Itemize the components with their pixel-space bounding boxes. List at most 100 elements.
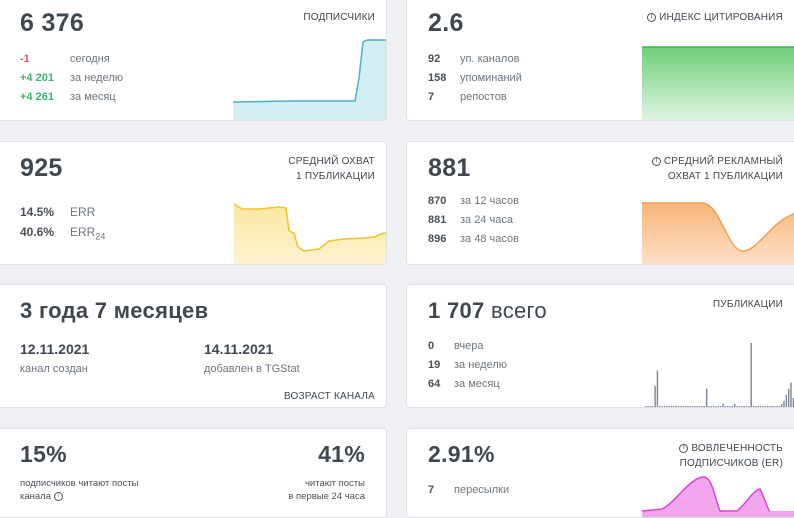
publications-bar <box>689 406 691 407</box>
publications-bar <box>766 406 769 407</box>
publications-bar <box>729 406 731 407</box>
publications-bar <box>710 406 713 407</box>
info-icon[interactable]: i <box>53 491 63 501</box>
info-icon[interactable]: i <box>651 156 661 166</box>
subscribers-week-label: за неделю <box>70 72 124 84</box>
publications-bar <box>659 406 661 407</box>
publications-bar <box>785 394 788 407</box>
read-share-right-value: 41% <box>318 441 365 467</box>
publications-bar <box>792 397 794 407</box>
publications-bar <box>752 406 755 407</box>
channel-age-card[interactable]: 3 года 7 месяцев 12.11.2021 канал создан… <box>0 284 387 408</box>
publications-bar <box>759 406 762 407</box>
read-share-left-value: 15% <box>20 441 67 467</box>
stat-row: +4 201 за неделю <box>20 69 123 88</box>
subscribers-card[interactable]: 6 376 ПОДПИСЧИКИ -1 сегодня +4 201 за неде… <box>0 0 387 121</box>
citation-reposts-value: 7 <box>428 91 435 103</box>
subscribers-chart-line <box>233 39 386 103</box>
created-date: 12.11.2021 <box>20 341 90 357</box>
publications-card[interactable]: 1 707 всего ПУБЛИКАЦИИ 0 вчера 19 за недел… <box>406 284 794 408</box>
subscribers-month-label: за месяц <box>70 91 116 103</box>
stat-row: 40.6% ERR24 <box>20 223 105 246</box>
publications-bar <box>724 406 727 407</box>
citation-card[interactable]: 2.6 i ИНДЕКС ЦИТИРОВАНИЯ 92 уп. каналов 15… <box>406 0 794 121</box>
avg-reach-chart-area <box>234 204 386 264</box>
publications-bar <box>780 403 783 407</box>
publications-bar <box>670 406 673 407</box>
err-value: 14.5% <box>20 205 55 219</box>
publications-bar <box>769 406 771 407</box>
publications-chart <box>645 343 794 407</box>
publications-month-label: за месяц <box>454 378 500 390</box>
ad-reach-48h-label: за 48 часов <box>460 233 519 245</box>
ad-reach-label-line1: СРЕДНИЙ РЕКЛАМНЫЙ <box>663 156 783 167</box>
publications-bar <box>661 406 663 407</box>
publications-bar <box>673 406 675 407</box>
info-icon[interactable]: i <box>647 12 657 22</box>
citation-chart-area <box>642 47 794 120</box>
publications-bar <box>680 406 682 407</box>
err24-subscript: 24 <box>95 231 106 242</box>
read-share-left-line2: канала <box>20 491 52 502</box>
publications-bar <box>755 406 757 407</box>
publications-bar <box>645 406 647 407</box>
publications-bar <box>696 406 698 407</box>
engagement-forwards-value: 7 <box>428 484 435 496</box>
publications-bar <box>738 406 741 407</box>
engagement-card[interactable]: 2.91% i ВОВЛЕЧЕННОСТЬ ПОДПИСЧИКОВ (ER) 7 п… <box>406 428 794 518</box>
stat-row: 0 вчера <box>428 337 483 356</box>
engagement-forwards-label: пересылки <box>454 484 510 496</box>
publications-bar <box>778 406 780 407</box>
stat-row: 7 пересылки <box>428 481 509 500</box>
publications-bar <box>705 388 708 407</box>
publications-suffix: всего <box>490 298 547 323</box>
info-icon[interactable]: i <box>679 443 689 453</box>
added-label: добавлен в TGStat <box>204 363 300 375</box>
publications-bar <box>717 406 720 407</box>
added-date: 14.11.2021 <box>204 341 274 357</box>
publications-bar <box>734 403 736 407</box>
publications-bar <box>652 406 654 407</box>
subscribers-today-value: -1 <box>20 53 30 65</box>
stat-row: 19 за неделю <box>428 356 507 375</box>
ad-reach-card[interactable]: 881 i СРЕДНИЙ РЕКЛАМНЫЙ ОХВАТ 1 ПУБЛИКАЦИ… <box>406 141 794 265</box>
read-share-right-line1: читают посты <box>304 478 365 489</box>
publications-bar <box>712 406 715 407</box>
engagement-chart <box>642 476 794 517</box>
publications-bar <box>790 382 792 407</box>
publications-bar <box>771 406 773 407</box>
read-share-right-text: читают посты в первые 24 часа <box>288 477 365 503</box>
stat-row: 896 за 48 часов <box>428 230 519 249</box>
citation-index-value: 2.6 <box>428 9 464 37</box>
stat-row: 64 за месяц <box>428 375 500 394</box>
citation-label-wrap: i ИНДЕКС ЦИТИРОВАНИЯ <box>647 10 783 25</box>
publications-bar <box>745 406 748 407</box>
stat-row: 7 репостов <box>428 88 507 107</box>
subscribers-month-value: +4 261 <box>20 91 54 103</box>
read-share-right-line2: в первые 24 часа <box>288 491 365 502</box>
created-label: канал создан <box>20 363 88 375</box>
read-share-card[interactable]: 15% подписчиков читают посты канала i 41… <box>0 428 387 518</box>
publications-yesterday-label: вчера <box>454 340 484 352</box>
subscribers-count: 6 376 <box>20 9 85 37</box>
publications-bar <box>748 406 750 407</box>
publications-bar <box>715 406 717 407</box>
avg-reach-label-line1: СРЕДНИЙ ОХВАТ <box>288 156 375 167</box>
publications-bar <box>727 406 729 407</box>
engagement-chart-area <box>642 476 794 517</box>
publications-bar <box>687 406 689 407</box>
citation-channels-label: уп. каналов <box>460 53 520 65</box>
ad-reach-12h-label: за 12 часов <box>460 195 519 207</box>
avg-reach-label: СРЕДНИЙ ОХВАТ 1 ПУБЛИКАЦИИ <box>288 154 375 184</box>
citation-label: ИНДЕКС ЦИТИРОВАНИЯ <box>659 12 783 23</box>
stat-row: +4 261 за месяц <box>20 88 116 107</box>
publications-label: ПУБЛИКАЦИИ <box>712 299 783 310</box>
publications-bar <box>720 406 722 407</box>
publications-bar <box>666 406 668 407</box>
publications-bar <box>698 406 701 407</box>
avg-reach-card[interactable]: 925 СРЕДНИЙ ОХВАТ 1 ПУБЛИКАЦИИ 14.5% ERR … <box>0 141 387 265</box>
ad-reach-24h-value: 881 <box>428 214 447 226</box>
publications-bar <box>787 388 790 407</box>
publications-week-label: за неделю <box>454 359 508 371</box>
publications-bar <box>675 406 677 407</box>
